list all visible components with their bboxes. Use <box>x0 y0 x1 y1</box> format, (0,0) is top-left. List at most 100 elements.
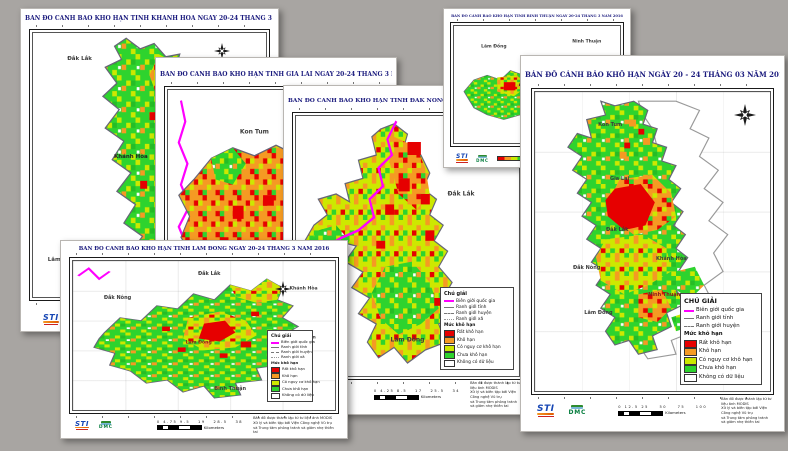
compass-rose-icon <box>275 281 291 297</box>
neighbor-label-ninh-thuan: Ninh Thuận <box>572 39 602 45</box>
legend-item: Có nguy cơ khô hạn <box>444 344 510 352</box>
map-page-lam-dong: BẢN ĐỒ CẢNH BÁO KHÔ HẠN TỈNH LÂM ĐỒNG NG… <box>60 240 348 439</box>
province-label-gia-lai: Gia Lai <box>609 175 630 182</box>
legend-item: Ranh giới xã <box>444 317 510 323</box>
page-title: BẢN ĐỒ CẢNH BÁO KHÔ HẠN TỈNH KHÁNH HÒA N… <box>25 15 274 22</box>
scale-bar: 0 4.25 8.5 17 25.5 34 Kilometers <box>373 389 461 400</box>
commune-border-line <box>444 318 454 320</box>
page-title: BẢN ĐỒ CẢNH BÁO KHÔ HẠN TỈNH BÌNH THUẬN … <box>451 14 623 18</box>
legend: Chú giải Biên giới quốc gia Ranh giới tỉ… <box>267 329 320 402</box>
sti-logo: STI <box>456 154 469 163</box>
dmc-flag-icon <box>571 405 584 410</box>
page-title: BẢN ĐỒ CẢNH BÁO KHÔ HẠN TỈNH ĐẮK NÔNG NG… <box>288 98 527 104</box>
legend-item: Ranh giới xã <box>271 355 309 360</box>
legend: CHÚ GIẢI Biên giới quốc gia Ranh giới tỉ… <box>680 292 762 385</box>
province-label-ninh-thuan: Ninh Thuận <box>648 292 681 299</box>
province-border-line <box>684 318 694 320</box>
national-border-line <box>444 300 454 303</box>
legend-item: Khô hạn <box>271 373 309 379</box>
legend-item: Chưa khô hạn <box>271 386 309 392</box>
legend-swatch-severe <box>444 329 455 337</box>
legend-item: Khô hạn <box>684 348 758 356</box>
compass-rose-icon <box>734 104 756 126</box>
legend-item: Biên giới quốc gia <box>684 307 758 314</box>
legend-item: Có nguy cơ khô hạn <box>684 356 758 365</box>
legend-swatch-drought <box>271 373 280 379</box>
legend-swatch-risk <box>271 379 280 386</box>
page-title: BẢN ĐỒ CẢNH BÁO KHÔ HẠN TỈNH GIA LAI NGÀ… <box>160 71 392 78</box>
legend-item: Ranh giới huyện <box>684 323 758 330</box>
legend-item: Không có dữ liệu <box>444 359 510 367</box>
neighbor-label-dak-lak: Đắk Lắk <box>197 271 221 278</box>
commune-border-line <box>271 357 279 359</box>
province-label-khanh-hoa: Khánh Hòa <box>655 256 687 263</box>
scale-bar: 0 12.5 25 50 75 100 Kilometers <box>618 405 708 416</box>
sti-logo: STI <box>43 314 59 325</box>
legend-item: Chưa khô hạn <box>444 352 510 359</box>
district-border-line <box>684 326 694 328</box>
legend-item: Khô hạn <box>444 337 510 344</box>
district-border-line <box>444 312 454 314</box>
scale-bar: 0 4.75 9.5 19 28.5 38 Kilometers <box>156 420 244 431</box>
neighbor-label-dak-lak: Đắk Lắk <box>67 56 92 63</box>
legend-swatch-risk <box>444 344 455 352</box>
neighbor-label-lam-dong: Lâm Đồng <box>481 44 507 50</box>
legend-item: Không có dữ liệu <box>271 392 314 399</box>
district-border-line <box>271 352 279 354</box>
legend-item: Rất khô hạn <box>684 339 758 348</box>
legend-swatch-risk <box>684 356 697 365</box>
province-label-dak-nong: Đắk Nông <box>572 265 601 272</box>
legend-item: Chưa khô hạn <box>684 365 758 373</box>
legend-swatch-none <box>684 365 697 373</box>
legend-item: Rất khô hạn <box>444 329 510 337</box>
neighbor-label-lam-dong: Lâm Đồng <box>390 336 425 344</box>
legend-swatch-none <box>271 386 280 392</box>
credit-text: Bản đồ được thành lập từ tư liệu ảnh MOD… <box>470 380 521 409</box>
legend-item: Có nguy cơ khô hạn <box>271 379 320 386</box>
sti-logo: STI <box>75 420 89 431</box>
neighbor-label-dak-nong: Đắk Nông <box>103 295 132 302</box>
page-title: BẢN ĐỒ CẢNH BÁO KHÔ HẠN TỈNH LÂM ĐỒNG NG… <box>78 246 330 252</box>
province-label-lam-dong: Lâm Đồng <box>185 340 212 346</box>
page-title: BẢN ĐỒ CẢNH BÁO KHÔ HẠN NGÀY 20 - 24 THÁ… <box>525 70 780 79</box>
credit-text: Bản đồ được thành lập từ tư liệu ảnh MOD… <box>721 396 772 425</box>
page-footer: STI DMC <box>456 154 525 163</box>
legend: Chú giải Biên giới quốc gia Ranh giới tỉ… <box>440 287 514 370</box>
legend-item: Ranh giới tỉnh <box>444 305 510 311</box>
legend-item: Không có dữ liệu <box>684 373 758 382</box>
neighbor-label-khanh-hoa: Khánh Hòa <box>289 286 318 292</box>
map-frame: Đắk Lắk Đắk Nông Khánh Hòa Ninh Thuận Bì… <box>69 253 339 418</box>
legend-item: Biên giới quốc gia <box>271 340 315 345</box>
dmc-logo: DMC <box>99 421 113 430</box>
legend-item: Rất khô hạn <box>271 366 309 373</box>
legend-item: Ranh giới tỉnh <box>684 315 758 322</box>
dmc-logo: DMC <box>568 405 586 416</box>
national-border-line <box>684 309 694 312</box>
province-label-khanh-hoa: Khánh Hòa <box>113 154 148 161</box>
province-label-dak-lak: Đắk Lắk <box>605 226 629 233</box>
dmc-flag-icon <box>477 154 487 158</box>
province-label-kon-tum: Kon Tum <box>598 121 623 128</box>
legend-swatch-nodata <box>444 359 455 367</box>
neighbor-label-kon-tum: Kon Tum <box>239 128 269 136</box>
legend-swatch-nodata <box>684 373 697 382</box>
dmc-logo: DMC <box>476 154 489 163</box>
page-footer: STI DMC 0 4.75 9.5 19 28.5 38 Kilometers… <box>75 416 337 435</box>
legend-swatch-severe <box>271 366 280 373</box>
credit-text: Bản đồ được thành lập từ tư liệu ảnh MOD… <box>253 416 334 435</box>
province-border-line <box>444 306 454 308</box>
neighbor-label-dak-lak: Đắk Lắk <box>447 190 475 198</box>
province-border-line <box>271 347 279 349</box>
legend-swatch-severe <box>684 339 697 348</box>
legend-item: Biên giới quốc gia <box>444 299 510 305</box>
legend-swatch-drought <box>684 348 697 356</box>
legend-swatch-drought <box>444 337 455 344</box>
sti-logo: STI <box>537 405 555 417</box>
legend-swatch-nodata <box>271 392 280 399</box>
legend-swatch-none <box>444 352 455 359</box>
neighbor-label-binh-thuan: Bình Thuận <box>214 386 247 393</box>
map-frame: Kon Tum Gia Lai Đắk Lắk Đắk Nông Khánh H… <box>531 84 774 399</box>
map-page-region: BẢN ĐỒ CẢNH BÁO KHÔ HẠN NGÀY 20 - 24 THÁ… <box>520 55 785 432</box>
legend-item: Ranh giới huyện <box>271 350 312 355</box>
